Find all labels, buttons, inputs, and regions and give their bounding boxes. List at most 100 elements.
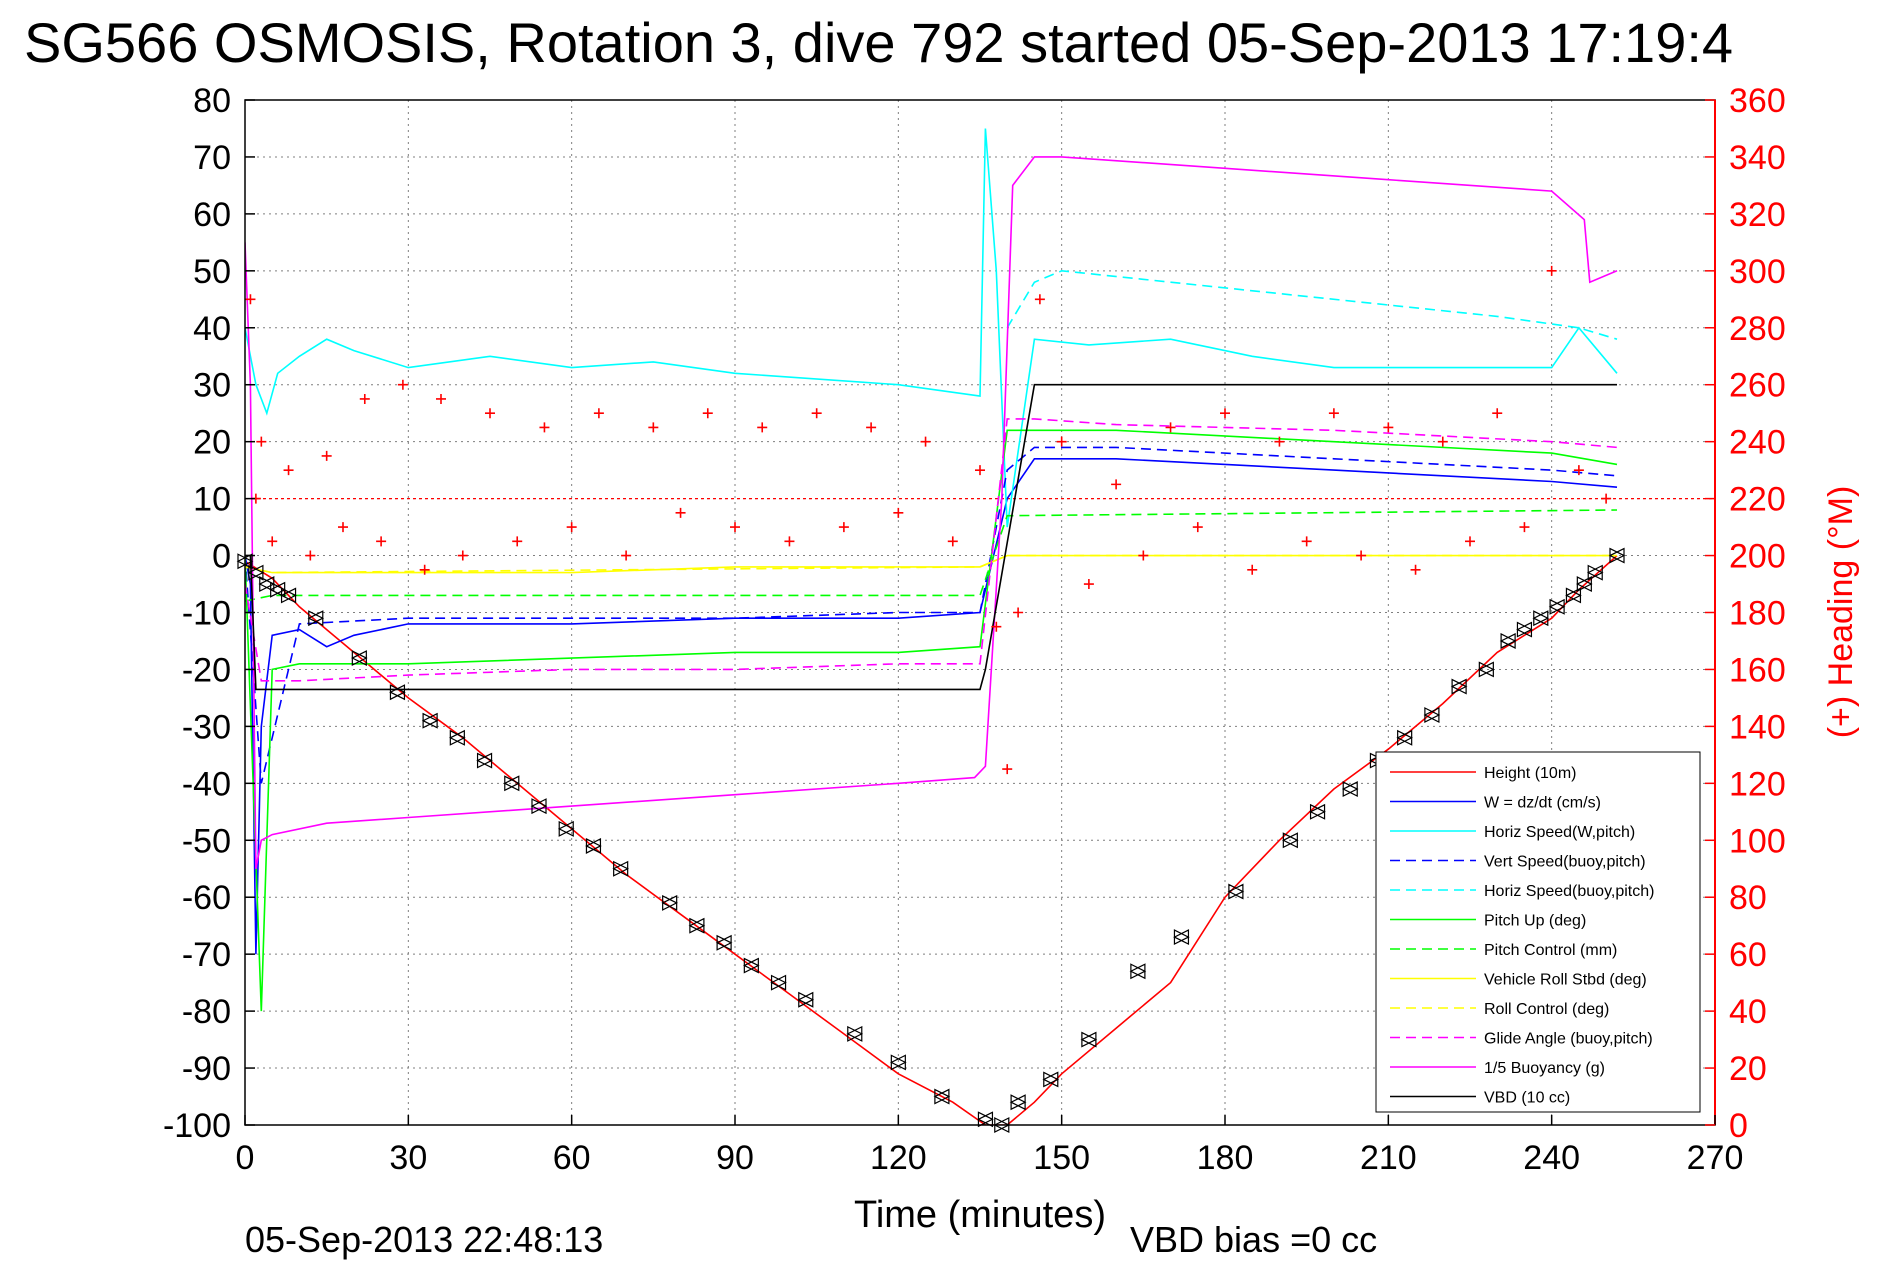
heading-point-53 bbox=[1492, 408, 1503, 419]
y2-tick-label-8: 160 bbox=[1729, 651, 1786, 689]
dive-marker-45 bbox=[1565, 587, 1582, 604]
heading-point-14 bbox=[485, 408, 495, 419]
heading-point-45 bbox=[1274, 436, 1285, 447]
y2-tick-label-6: 120 bbox=[1729, 765, 1786, 803]
heading-point-22 bbox=[702, 408, 713, 419]
heading-point-47 bbox=[1328, 408, 1339, 419]
dive-markers bbox=[236, 547, 1626, 1133]
y2-tick-label-10: 200 bbox=[1729, 538, 1786, 576]
heading-point-41 bbox=[1165, 422, 1176, 433]
heading-point-11 bbox=[419, 564, 430, 575]
dive-marker-7 bbox=[389, 684, 406, 701]
y2-tick-label-11: 220 bbox=[1729, 481, 1786, 519]
dive-marker-23 bbox=[889, 1054, 907, 1071]
heading-point-3 bbox=[267, 536, 278, 547]
dive-marker-11 bbox=[503, 775, 521, 792]
y-tick-label-1: -90 bbox=[182, 1050, 231, 1088]
legend: Height (10m) W = dz/dt (cm/s) Horiz Speed(… bbox=[1375, 751, 1701, 1113]
x-tick-label-3: 90 bbox=[716, 1139, 754, 1177]
dive-marker-37 bbox=[1396, 729, 1414, 746]
dive-marker-27 bbox=[1009, 1094, 1027, 1111]
dive-marker-14 bbox=[585, 838, 602, 854]
dive-marker-32 bbox=[1227, 883, 1245, 900]
series-line-4 bbox=[1006, 269, 1618, 340]
heading-point-4 bbox=[283, 465, 294, 476]
heading-point-42 bbox=[1192, 522, 1203, 533]
series-group bbox=[245, 128, 1618, 1125]
heading-point-10 bbox=[397, 379, 408, 390]
dive-marker-47 bbox=[1586, 564, 1604, 581]
heading-point-5 bbox=[305, 550, 316, 561]
legend-label-11: VBD (10 cc) bbox=[1484, 1090, 1570, 1107]
legend-label-1: W = dz/dt (cm/s) bbox=[1484, 795, 1601, 812]
y2-tick-label-1: 20 bbox=[1729, 1050, 1767, 1088]
y2-tick-label-17: 340 bbox=[1729, 139, 1786, 177]
x-tick-label-4: 120 bbox=[870, 1139, 927, 1177]
x-tick-label-5: 150 bbox=[1033, 1139, 1090, 1177]
heading-point-35 bbox=[1013, 607, 1024, 618]
series-line-11 bbox=[245, 383, 1617, 691]
heading-point-43 bbox=[1220, 408, 1230, 419]
y-tick-label-11: 10 bbox=[193, 481, 231, 519]
heading-point-51 bbox=[1437, 436, 1448, 447]
y2-tick-label-0: 0 bbox=[1729, 1107, 1748, 1145]
heading-point-28 bbox=[866, 422, 877, 433]
x-tick-label-6: 180 bbox=[1197, 1139, 1254, 1177]
dive-marker-4 bbox=[280, 587, 297, 604]
legend-label-9: Glide Angle (buoy,pitch) bbox=[1484, 1031, 1653, 1048]
dive-marker-20 bbox=[770, 974, 787, 991]
heading-point-57 bbox=[1601, 493, 1612, 504]
heading-point-2 bbox=[256, 436, 267, 447]
heading-point-46 bbox=[1301, 536, 1312, 547]
legend-label-0: Height (10m) bbox=[1484, 765, 1576, 782]
dive-marker-30 bbox=[1129, 963, 1147, 980]
y-tick-label-2: -80 bbox=[182, 993, 231, 1031]
dive-marker-40 bbox=[1477, 661, 1495, 678]
dive-marker-38 bbox=[1423, 707, 1441, 723]
heading-point-12 bbox=[436, 393, 446, 404]
y2-tick-label-14: 280 bbox=[1729, 310, 1786, 348]
y-tick-label-17: 70 bbox=[193, 139, 231, 177]
x-tick-label-7: 210 bbox=[1360, 1139, 1417, 1177]
y-tick-label-10: 0 bbox=[212, 538, 231, 576]
heading-point-15 bbox=[512, 536, 523, 547]
heading-point-24 bbox=[757, 422, 768, 433]
legend-label-3: Vert Speed(buoy,pitch) bbox=[1484, 854, 1646, 871]
dive-marker-43 bbox=[1532, 610, 1550, 627]
y2-tick-label-15: 300 bbox=[1729, 253, 1786, 291]
heading-point-9 bbox=[376, 536, 387, 547]
x-tick-label-1: 30 bbox=[389, 1139, 427, 1177]
dive-marker-6 bbox=[350, 650, 368, 667]
y-tick-label-3: -70 bbox=[182, 936, 231, 974]
series-line-3 bbox=[245, 446, 1618, 784]
dive-marker-44 bbox=[1548, 598, 1566, 615]
x-tick-label-0: 0 bbox=[236, 1139, 255, 1177]
dive-marker-35 bbox=[1341, 781, 1359, 797]
heading-point-36 bbox=[1034, 294, 1045, 305]
dive-marker-12 bbox=[530, 798, 548, 815]
y-tick-label-0: -100 bbox=[163, 1107, 231, 1145]
footer-timestamp: 05-Sep-2013 22:48:13 bbox=[245, 1219, 603, 1260]
heading-point-40 bbox=[1138, 550, 1149, 561]
heading-point-48 bbox=[1356, 550, 1367, 561]
heading-point-0 bbox=[245, 294, 256, 305]
y-tick-label-15: 50 bbox=[193, 253, 231, 291]
chart-title: SG566 OSMOSIS, Rotation 3, dive 792 star… bbox=[24, 11, 1733, 74]
legend-label-5: Pitch Up (deg) bbox=[1484, 913, 1586, 930]
y2-axis-ticks: 0 20 40 60 80 100 120 140 160 180 200 220 240 260 280 3… bbox=[1705, 82, 1786, 1145]
legend-box bbox=[1375, 751, 1701, 1113]
heading-point-32 bbox=[975, 465, 985, 476]
heading-point-55 bbox=[1546, 265, 1557, 276]
dive-marker-34 bbox=[1309, 803, 1326, 820]
dive-marker-21 bbox=[797, 991, 815, 1008]
dive-marker-16 bbox=[661, 894, 679, 911]
y2-tick-label-2: 40 bbox=[1729, 993, 1767, 1031]
heading-point-31 bbox=[947, 536, 958, 547]
heading-point-37 bbox=[1056, 436, 1067, 447]
x-tick-label-2: 60 bbox=[553, 1139, 591, 1177]
y2-tick-label-16: 320 bbox=[1729, 196, 1786, 234]
x-tick-label-9: 270 bbox=[1687, 1139, 1744, 1177]
dive-marker-8 bbox=[421, 712, 439, 729]
dive-marker-18 bbox=[715, 934, 733, 951]
dive-marker-41 bbox=[1499, 633, 1517, 649]
